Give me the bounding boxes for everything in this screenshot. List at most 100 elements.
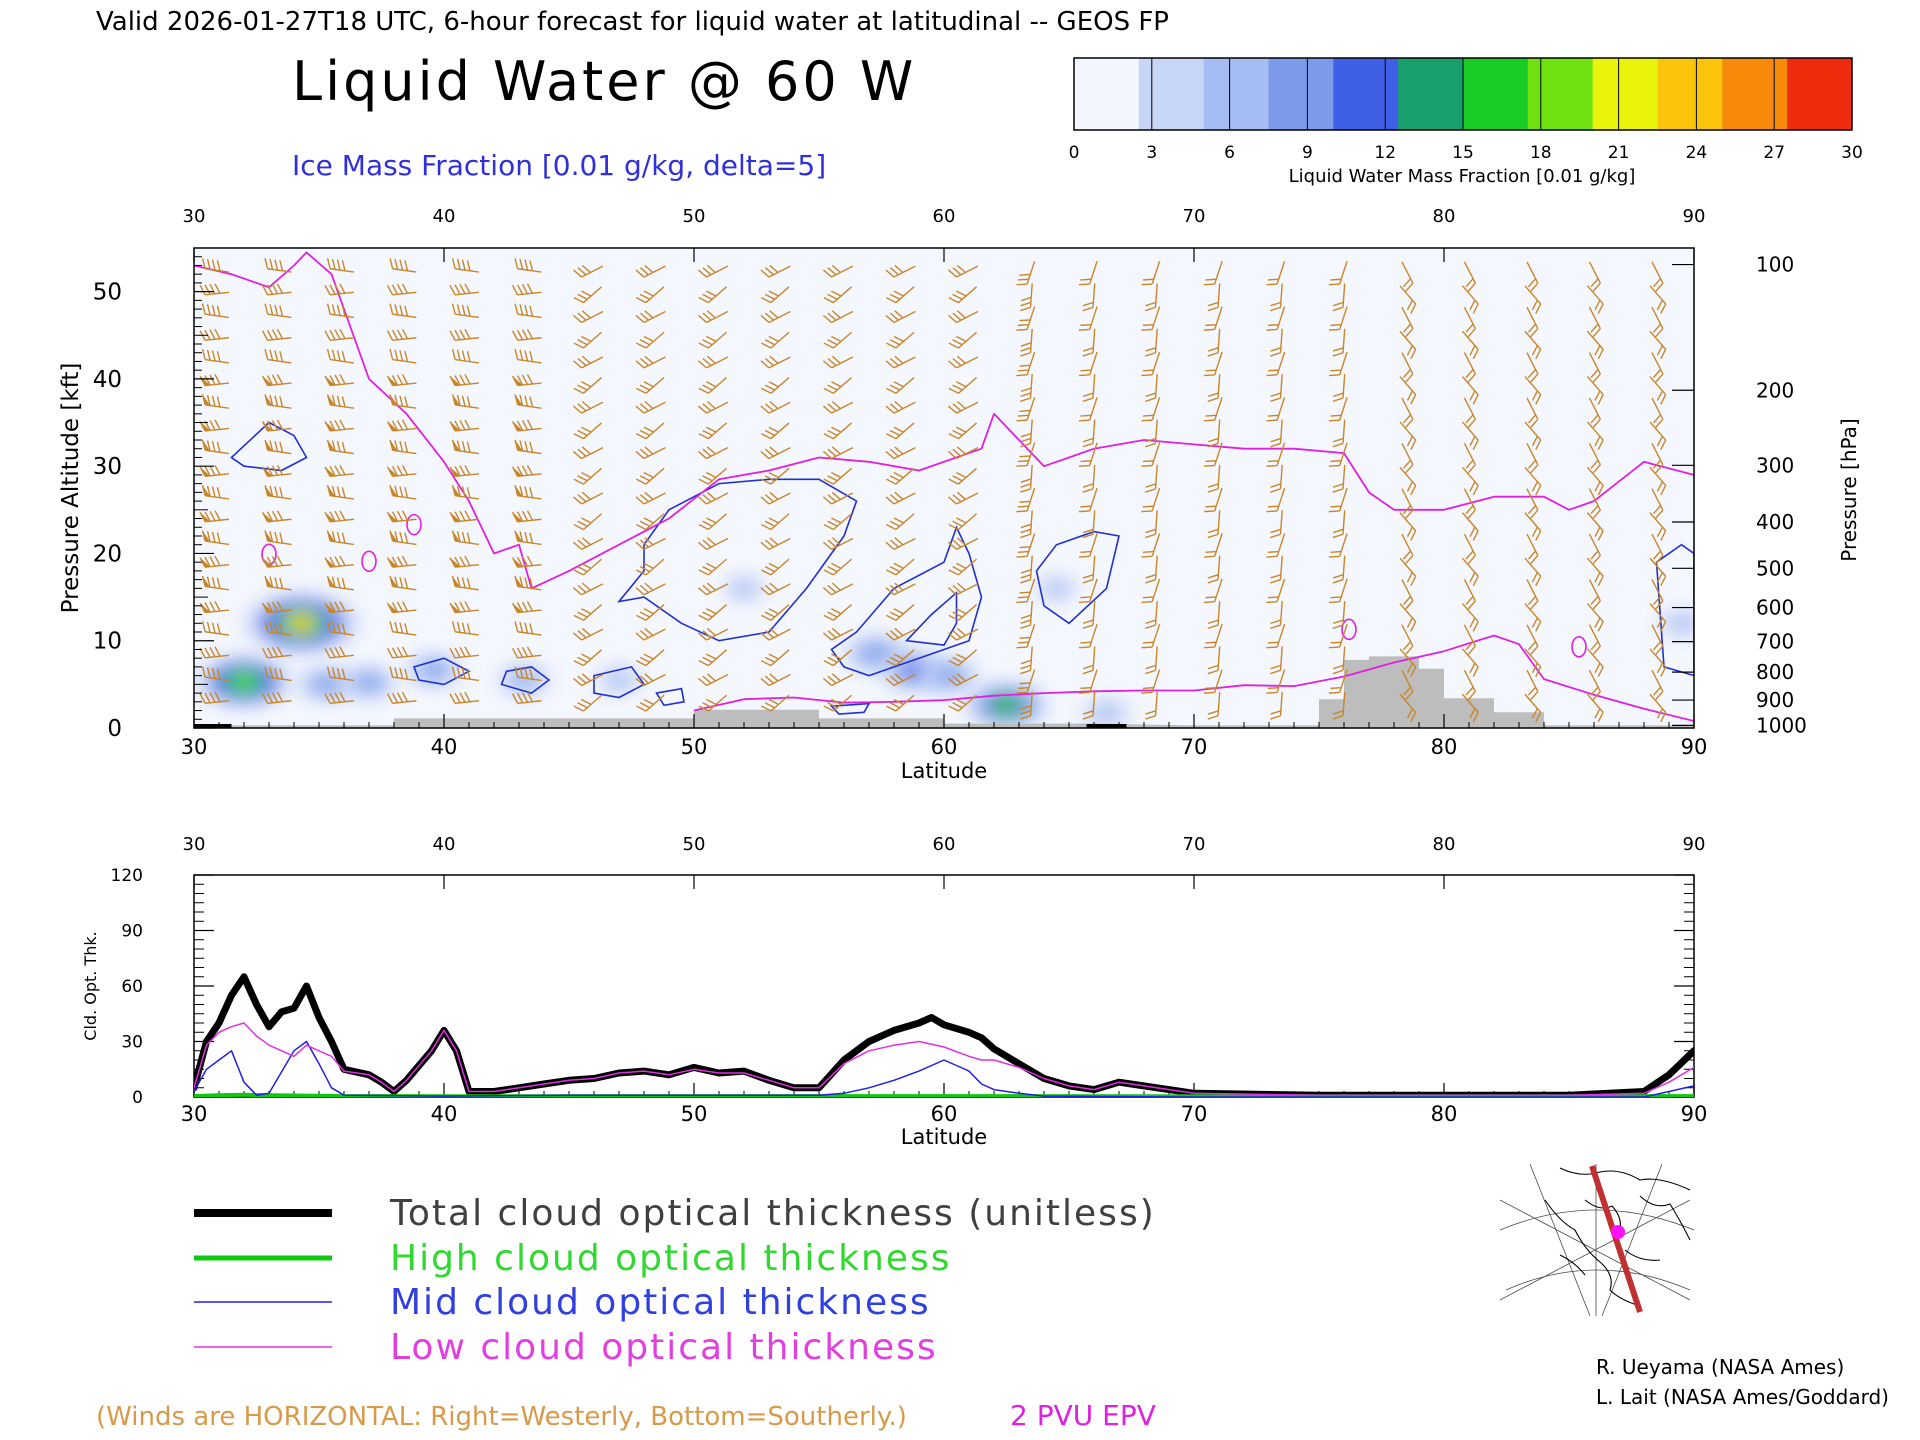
wind-barb [514, 348, 542, 364]
wind-barb [885, 264, 916, 278]
wind-barb [511, 328, 542, 341]
wind-barb [449, 691, 480, 704]
x-tick-label-top: 90 [1683, 206, 1706, 227]
wind-barb [1141, 623, 1161, 649]
wind-barb [326, 621, 355, 636]
lower-x-tick-label: 90 [1681, 1102, 1708, 1126]
pvu-lines [194, 251, 1694, 722]
colorbar-cell [1268, 58, 1334, 130]
colorbar-tick-label: 21 [1608, 143, 1630, 163]
wind-barb [1399, 648, 1417, 677]
wind-barb [948, 513, 978, 531]
wind-barb [201, 394, 230, 409]
wind-barb [1586, 693, 1604, 723]
wind-barb [449, 601, 480, 614]
wind-barb [1651, 579, 1664, 610]
ice-contour [904, 590, 958, 646]
wind-barb [1586, 330, 1604, 360]
colorbar-tick-label: 3 [1146, 143, 1157, 163]
wind-barb [823, 286, 853, 304]
colorbar-cell [1333, 58, 1399, 130]
wind-barb [1461, 330, 1479, 360]
lower-y-tick-label: 30 [121, 1033, 143, 1053]
lower-x-tick-label-top: 70 [1183, 834, 1206, 855]
wind-barb [1586, 376, 1604, 405]
optical-thickness-series [194, 973, 1694, 1097]
colorbar-cell [1657, 58, 1723, 130]
wind-barb [1328, 533, 1348, 558]
wind-barb [1266, 260, 1286, 286]
wind-barb [947, 491, 979, 505]
wind-barb [1524, 376, 1542, 405]
wind-barb [823, 331, 853, 349]
wind-barb [1203, 442, 1223, 467]
colorbar-cells [1073, 57, 1853, 131]
wind-barb [1203, 533, 1223, 558]
lower-x-tick-label-top: 40 [433, 834, 456, 855]
wind-barb [1016, 578, 1036, 604]
transect-line [1589, 1165, 1643, 1313]
wind-barb [761, 513, 790, 531]
wind-barb [947, 310, 979, 324]
wind-barb [1586, 421, 1604, 450]
wind-barb [697, 446, 729, 460]
wind-barb [1270, 691, 1283, 720]
wind-barb [948, 604, 978, 621]
wind-barb [1401, 306, 1414, 338]
map-graticule [1499, 1163, 1695, 1317]
wind-barb [1141, 533, 1161, 558]
wind-barb [1078, 351, 1098, 377]
wind-barb [698, 604, 728, 621]
wind-barb [822, 400, 854, 414]
wind-barb [823, 558, 853, 576]
wind-barb [511, 510, 542, 523]
wind-barb [1328, 260, 1348, 286]
wind-barb [1524, 648, 1542, 677]
wind-barb [573, 558, 603, 576]
lower-y-tick-label: 120 [111, 866, 143, 886]
wind-barb [761, 649, 790, 667]
terrain-marker [194, 724, 232, 728]
wind-barb [1332, 374, 1346, 403]
wind-barb [1463, 352, 1476, 383]
wind-barb [1399, 557, 1417, 587]
wind-barb [886, 558, 915, 576]
liquid-water-blob [243, 592, 360, 654]
wind-barb [386, 555, 417, 568]
wind-barb [1016, 306, 1036, 331]
wind-barb [386, 691, 417, 704]
liquid-water-blob [1035, 574, 1078, 602]
wind-barb [1145, 601, 1158, 630]
wind-barb [1270, 646, 1283, 675]
wind-barb [1401, 352, 1414, 383]
wind-barb [698, 331, 728, 349]
wind-barb [572, 400, 604, 414]
wind-barb [885, 582, 916, 596]
wind-barb [199, 601, 230, 614]
colorbar-cell [1592, 58, 1658, 130]
wind-barb [1588, 306, 1601, 338]
series-mid [194, 1040, 1694, 1097]
wind-barb [324, 691, 355, 704]
x-tick-label-top: 80 [1433, 206, 1456, 227]
wind-barb [451, 303, 480, 319]
wind-barb [514, 666, 542, 682]
wind-barb [261, 464, 292, 478]
wind-barb [1401, 669, 1414, 701]
wind-barb [1524, 421, 1542, 450]
wind-barb [451, 621, 480, 636]
lower-x-tick-label-top: 80 [1433, 834, 1456, 855]
wind-barb [760, 673, 791, 687]
wind-barb [697, 491, 729, 505]
wind-barb [1266, 397, 1286, 422]
wind-barb [1020, 374, 1033, 403]
wind-barb [885, 673, 916, 687]
wind-barb [324, 464, 355, 478]
x-tick-label: 30 [181, 735, 208, 759]
wind-barb [1463, 488, 1476, 519]
pressure-tick-label: 700 [1756, 630, 1794, 654]
wind-barb [1524, 285, 1542, 314]
wind-barb [698, 694, 728, 712]
wind-barb [511, 283, 542, 296]
legend-label-total: Total cloud optical thickness (unitless) [389, 1193, 1156, 1234]
